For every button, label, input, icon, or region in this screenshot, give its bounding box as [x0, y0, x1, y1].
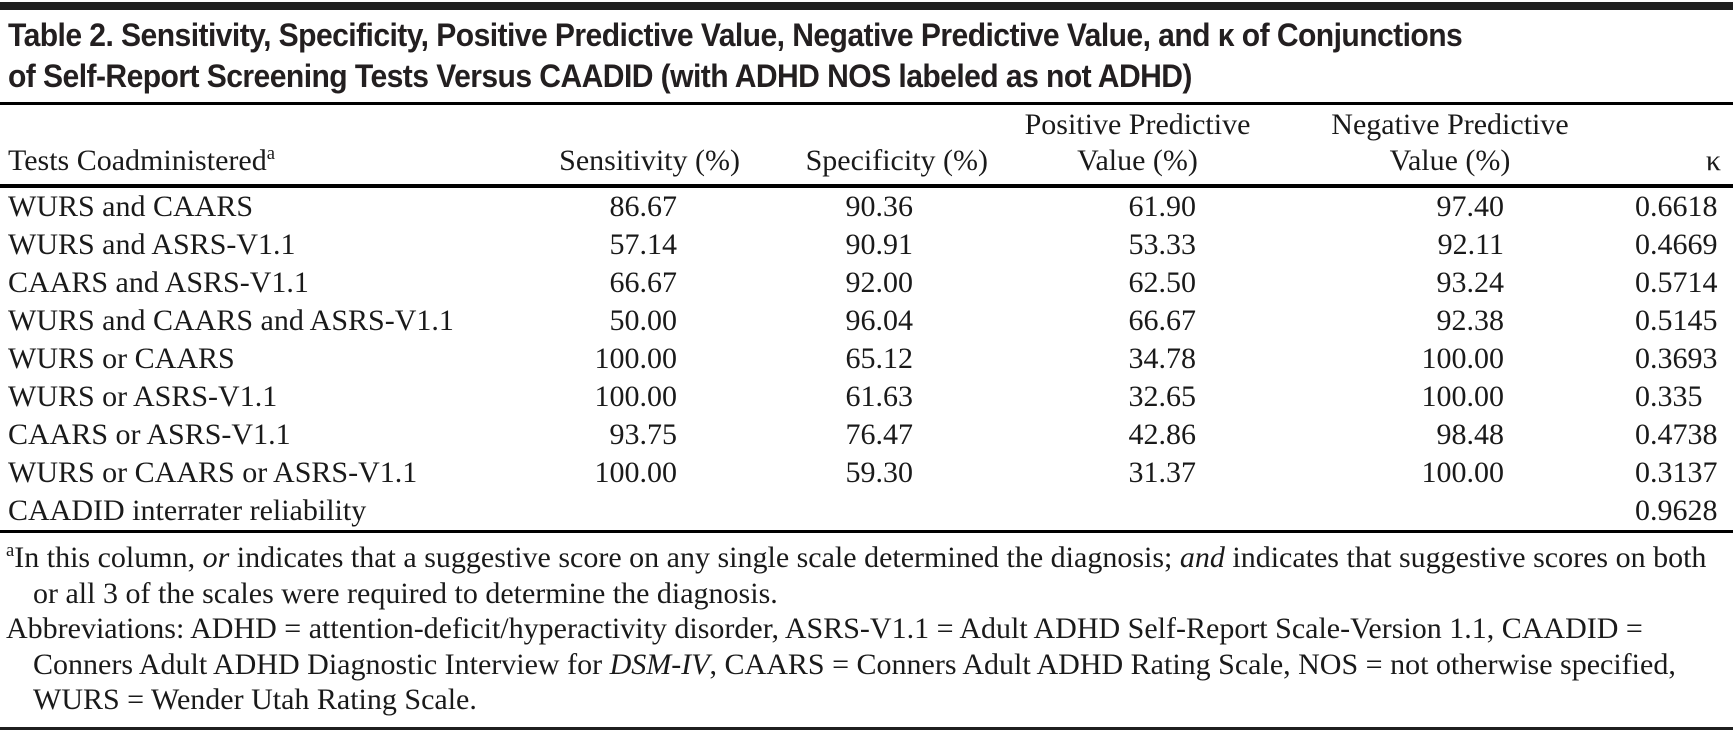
cell: 42.86	[1128, 418, 1197, 451]
table-title: Table 2. Sensitivity, Specificity, Posit…	[8, 15, 1733, 97]
cell: 93.75	[609, 418, 678, 451]
cell: 96.04	[845, 304, 914, 337]
cell: 66.67	[1128, 304, 1197, 337]
cell: 59.30	[845, 456, 914, 489]
top-rule	[0, 2, 1733, 10]
table-row: WURS or CAARS or ASRS-V1.1 100.00 59.30 31.…	[0, 454, 1733, 492]
cell: WURS and ASRS-V1.1	[8, 228, 296, 261]
cell: 65.12	[845, 342, 914, 375]
cell: 32.65	[1128, 380, 1197, 413]
table-body: WURS and CAARS 86.67 90.36 61.90 97.40 0.6618…	[0, 186, 1733, 533]
table-row: WURS and CAARS and ASRS-V1.1 50.00 96.04 66…	[0, 302, 1733, 340]
footnotes: aIn this column, or indicates that a sug…	[6, 540, 1725, 718]
cell	[745, 492, 990, 533]
cell: WURS and CAARS and ASRS-V1.1	[8, 304, 454, 337]
footnote-abbreviations: Abbreviations: ADHD = attention-deficit/…	[6, 612, 1676, 716]
cell: 100.00	[1421, 342, 1505, 375]
cell: CAARS or ASRS-V1.1	[8, 418, 291, 451]
table-row: WURS and ASRS-V1.1 57.14 90.91 53.33 92.11 0.…	[0, 226, 1733, 264]
cell	[990, 492, 1285, 533]
cell: 34.78	[1128, 342, 1197, 375]
cell: 0.5714	[1635, 266, 1718, 299]
cell: 62.50	[1128, 266, 1197, 299]
cell: 92.11	[1437, 228, 1504, 261]
col-header-ppv-line2: Value (%)	[1077, 144, 1198, 177]
table-header-row: Tests Coadministereda Sensitivity (%) Sp…	[0, 105, 1733, 188]
bottom-rule	[0, 726, 1733, 730]
cell: 98.48	[1436, 418, 1505, 451]
col-header-ppv: Positive Predictive Value (%)	[990, 105, 1285, 188]
cell: 90.36	[845, 190, 914, 223]
cell: 76.47	[845, 418, 914, 451]
cell: CAARS and ASRS-V1.1	[8, 266, 309, 299]
cell: 92.38	[1436, 304, 1505, 337]
cell: 31.37	[1128, 456, 1197, 489]
cell: 0.9628	[1615, 492, 1733, 533]
col-header-specificity: Specificity (%)	[745, 105, 990, 188]
table-row: CAADID interrater reliability 0.9628	[0, 492, 1733, 533]
table-title-line-1: Table 2. Sensitivity, Specificity, Posit…	[8, 17, 1463, 53]
cell: 93.24	[1436, 266, 1505, 299]
cell: 50.00	[609, 304, 678, 337]
cell: 97.40	[1436, 190, 1505, 223]
table-row: CAARS or ASRS-V1.1 93.75 76.47 42.86 98.48 0.…	[0, 416, 1733, 454]
cell: 66.67	[609, 266, 678, 299]
cell: 0.6618	[1635, 190, 1718, 223]
cell: 92.00	[845, 266, 914, 299]
cell: 100.00	[1421, 380, 1505, 413]
cell: 0.335	[1635, 380, 1703, 413]
footnote-a: aIn this column, or indicates that a sug…	[6, 540, 1707, 610]
cell: 0.4738	[1635, 418, 1718, 451]
table-row: WURS or CAARS 100.00 65.12 34.78 100.00 0.369…	[0, 340, 1733, 378]
table-row: WURS or ASRS-V1.1 100.00 61.63 32.65 100.00 0…	[0, 378, 1733, 416]
cell: 86.67	[609, 190, 678, 223]
cell: 61.90	[1128, 190, 1197, 223]
cell: CAADID interrater reliability	[0, 492, 470, 533]
cell: 0.3137	[1635, 456, 1718, 489]
col-header-tests-label: Tests Coadministered	[8, 144, 267, 177]
results-table: Tests Coadministereda Sensitivity (%) Sp…	[0, 105, 1733, 533]
cell: 100.00	[594, 380, 678, 413]
rule-under-title	[0, 102, 1733, 105]
cell: 0.3693	[1635, 342, 1718, 375]
col-header-npv: Negative Predictive Value (%)	[1285, 105, 1615, 188]
cell: 100.00	[1421, 456, 1505, 489]
cell: WURS or CAARS	[8, 342, 235, 375]
col-header-ppv-line1: Positive Predictive	[1024, 108, 1251, 141]
cell	[1285, 492, 1615, 533]
table-row: WURS and CAARS 86.67 90.36 61.90 97.40 0.6618	[0, 186, 1733, 226]
cell: 0.4669	[1635, 228, 1718, 261]
cell: 90.91	[845, 228, 914, 261]
cell: WURS or CAARS or ASRS-V1.1	[8, 456, 418, 489]
cell: 57.14	[609, 228, 678, 261]
cell: 100.00	[594, 342, 678, 375]
cell: 53.33	[1128, 228, 1197, 261]
table-title-line-2: of Self-Report Screening Tests Versus CA…	[8, 58, 1192, 94]
cell: 61.63	[845, 380, 914, 413]
cell	[470, 492, 745, 533]
col-header-npv-line2: Value (%)	[1389, 144, 1511, 177]
table-row: CAARS and ASRS-V1.1 66.67 92.00 62.50 93.24 0…	[0, 264, 1733, 302]
cell: 0.5145	[1635, 304, 1718, 337]
col-header-sensitivity: Sensitivity (%)	[470, 105, 745, 188]
cell: WURS or ASRS-V1.1	[8, 380, 278, 413]
cell: 100.00	[594, 456, 678, 489]
cell: WURS and CAARS	[8, 190, 254, 223]
footnote-marker-a: a	[266, 143, 275, 164]
col-header-npv-line1: Negative Predictive	[1331, 108, 1569, 141]
col-header-tests: Tests Coadministereda	[0, 105, 470, 188]
col-header-kappa: κ	[1615, 105, 1733, 188]
